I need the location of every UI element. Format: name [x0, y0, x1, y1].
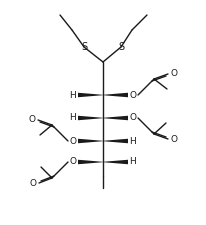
Polygon shape	[78, 160, 103, 164]
Polygon shape	[103, 93, 127, 97]
Polygon shape	[103, 116, 127, 120]
Text: H: H	[69, 90, 76, 99]
Text: H: H	[129, 158, 136, 166]
Text: O: O	[29, 180, 36, 189]
Text: S: S	[117, 42, 123, 52]
Text: H: H	[129, 137, 136, 146]
Text: O: O	[69, 137, 76, 146]
Polygon shape	[103, 139, 127, 143]
Text: O: O	[28, 115, 35, 124]
Polygon shape	[103, 160, 127, 164]
Text: S: S	[81, 42, 87, 52]
Text: O: O	[129, 90, 136, 99]
Text: O: O	[129, 113, 136, 122]
Polygon shape	[78, 116, 103, 120]
Text: O: O	[170, 135, 177, 144]
Polygon shape	[78, 139, 103, 143]
Polygon shape	[78, 93, 103, 97]
Text: O: O	[170, 68, 177, 77]
Text: H: H	[69, 113, 76, 122]
Text: O: O	[69, 158, 76, 166]
